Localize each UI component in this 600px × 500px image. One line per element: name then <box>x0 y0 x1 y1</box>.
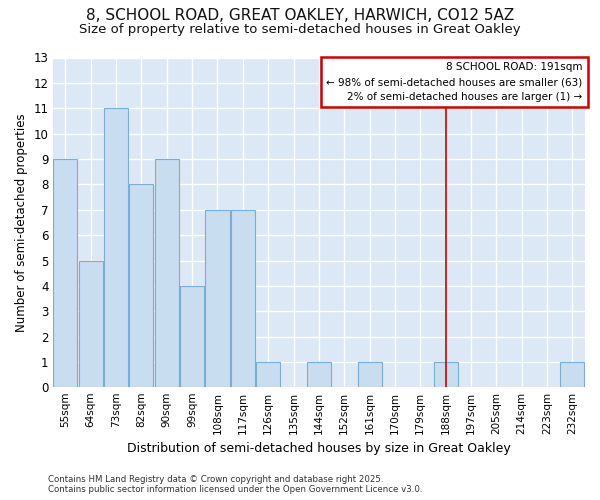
Bar <box>155 159 179 388</box>
Bar <box>180 286 204 388</box>
Bar <box>130 184 154 388</box>
X-axis label: Distribution of semi-detached houses by size in Great Oakley: Distribution of semi-detached houses by … <box>127 442 511 455</box>
Bar <box>434 362 458 388</box>
Bar <box>560 362 584 388</box>
Bar <box>358 362 382 388</box>
Bar <box>307 362 331 388</box>
Bar <box>231 210 255 388</box>
Bar <box>256 362 280 388</box>
Bar <box>53 159 77 388</box>
Y-axis label: Number of semi-detached properties: Number of semi-detached properties <box>15 113 28 332</box>
Text: Size of property relative to semi-detached houses in Great Oakley: Size of property relative to semi-detach… <box>79 22 521 36</box>
Text: 8 SCHOOL ROAD: 191sqm
← 98% of semi-detached houses are smaller (63)
2% of semi-: 8 SCHOOL ROAD: 191sqm ← 98% of semi-deta… <box>326 62 583 102</box>
Text: 8, SCHOOL ROAD, GREAT OAKLEY, HARWICH, CO12 5AZ: 8, SCHOOL ROAD, GREAT OAKLEY, HARWICH, C… <box>86 8 514 22</box>
Text: Contains HM Land Registry data © Crown copyright and database right 2025.
Contai: Contains HM Land Registry data © Crown c… <box>48 474 422 494</box>
Bar <box>104 108 128 388</box>
Bar <box>79 260 103 388</box>
Bar <box>205 210 230 388</box>
